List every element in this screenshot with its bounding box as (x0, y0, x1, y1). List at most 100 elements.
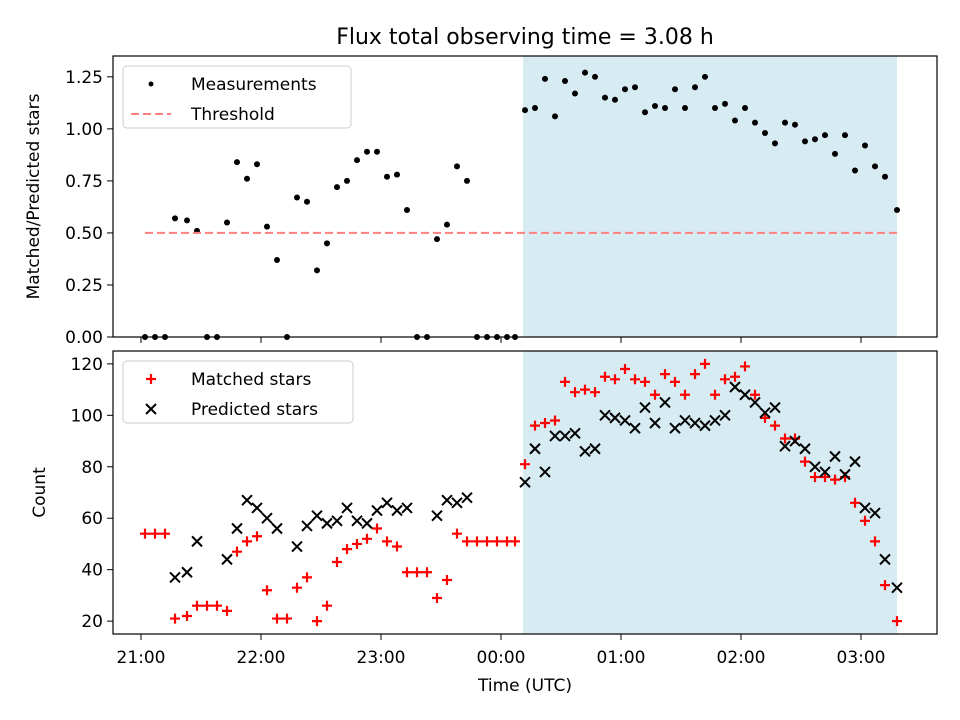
matched-star-point (262, 585, 272, 596)
matched-star-point (362, 533, 372, 544)
predicted-star-point (169, 571, 181, 584)
matched-star-point (312, 616, 322, 627)
predicted-star-point (819, 466, 831, 478)
measurement-point (652, 102, 658, 109)
top-axes-frame (112, 55, 938, 338)
matched-star-point (472, 536, 482, 547)
predicted-star-point (609, 412, 621, 424)
predicted-star-point (311, 509, 323, 522)
predicted-star-point (599, 409, 611, 422)
matched-star-point (232, 546, 242, 557)
y-tick-label: 1.25 (65, 68, 103, 88)
predicted-star-point (589, 443, 601, 455)
matched-star-point (492, 536, 502, 547)
measurement-point (672, 86, 678, 93)
measurement-point (324, 240, 330, 247)
matched-star-point (610, 374, 620, 385)
y-tick-label: 0.75 (65, 172, 103, 192)
predicted-star-point (849, 455, 861, 468)
x-tick-label: 23:00 (357, 648, 406, 668)
x-axis-label: Time (UTC) (477, 676, 572, 696)
measurement-point (354, 157, 360, 164)
predicted-star-point (549, 430, 561, 442)
bottom-axes-frame (112, 350, 938, 635)
matched-star-point (272, 613, 282, 624)
matched-star-point (292, 582, 302, 593)
predicted-star-point (519, 476, 531, 488)
measurement-point (812, 136, 818, 143)
measurement-point (742, 105, 748, 112)
measurement-point (334, 184, 340, 191)
matched-star-point (422, 567, 432, 578)
measurement-point (702, 73, 708, 80)
matched-star-point (412, 567, 422, 578)
predicted-star-point (709, 414, 721, 427)
predicted-star-point (431, 509, 443, 522)
predicted-star-point (261, 512, 273, 524)
predicted-star-point (739, 389, 751, 401)
matched-star-point (252, 531, 262, 542)
matched-star-point (680, 389, 690, 400)
matched-star-point (372, 523, 382, 534)
measurement-point (862, 142, 868, 149)
measurement-point (294, 194, 300, 201)
legend-marker (146, 374, 156, 384)
matched-star-point (442, 574, 452, 585)
x-tick-label: 01:00 (597, 648, 646, 668)
measurement-point (434, 236, 440, 243)
predicted-star-point (191, 535, 203, 548)
measurement-point (712, 105, 718, 112)
matched-star-point (212, 600, 222, 611)
predicted-star-point (461, 491, 473, 504)
measurement-point (254, 161, 260, 168)
matched-star-point (520, 459, 530, 470)
predicted-star-point (181, 566, 193, 578)
predicted-star-point (779, 440, 791, 452)
matched-star-point (222, 605, 232, 616)
predicted-star-point (859, 502, 871, 514)
y-tick-label: 80 (81, 458, 103, 478)
predicted-star-point (291, 540, 303, 553)
predicted-star-point (759, 407, 771, 419)
measurement-point (274, 256, 280, 263)
measurement-point (184, 217, 190, 224)
measurement-point (344, 177, 350, 184)
matched-star-point (800, 456, 810, 467)
measurement-point (542, 75, 548, 82)
predicted-star-point (371, 504, 383, 517)
top-shaded-span (523, 56, 897, 337)
measurement-point (894, 207, 900, 214)
predicted-star-point (401, 502, 413, 514)
top-legend: Measurements Threshold (122, 65, 352, 129)
measurement-point (682, 105, 688, 112)
matched-star-point (730, 371, 740, 382)
measurement-point (562, 77, 568, 84)
measurement-point (172, 215, 178, 222)
measurement-point (732, 117, 738, 124)
predicted-star-point (749, 396, 761, 409)
legend-label: Threshold (190, 105, 275, 125)
legend-label: Measurements (191, 75, 317, 95)
predicted-star-point (619, 414, 631, 427)
top-panel: 0.00 0.25 0.50 0.75 1.00 1.25 Matched/Predict… (24, 55, 938, 348)
y-tick-label: 0.50 (65, 224, 103, 244)
matched-star-point (402, 567, 412, 578)
measurement-point (642, 109, 648, 116)
predicted-star-point (869, 507, 881, 519)
legend-marker (148, 81, 154, 87)
matched-star-point (540, 418, 550, 429)
predicted-star-point (769, 401, 781, 414)
matched-star-point (242, 536, 252, 547)
measurement-point (304, 198, 310, 205)
matched-star-point (432, 592, 442, 603)
matched-star-point (302, 572, 312, 583)
predicted-star-point (719, 409, 731, 422)
matched-star-point (820, 472, 830, 483)
predicted-star-point (629, 422, 641, 434)
measurement-point (612, 96, 618, 103)
y-tick-label: 0.25 (65, 276, 103, 296)
matched-star-point (892, 616, 902, 627)
predicted-star-point (839, 468, 851, 481)
bottom-y-axis-label: Count (30, 467, 50, 518)
